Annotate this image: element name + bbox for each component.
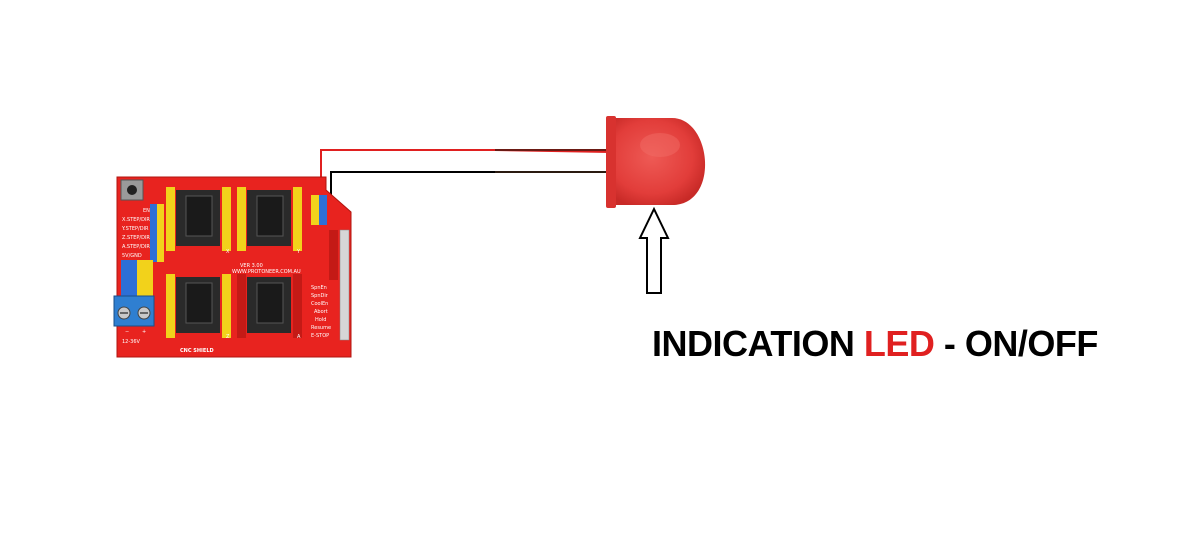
- axis-a-label: A: [297, 334, 301, 340]
- axis-labels: X Y Z A: [226, 249, 301, 340]
- axis-y-label: Y: [296, 249, 301, 255]
- board-name: CNC SHIELD: [180, 348, 214, 354]
- label-hold: Hold: [315, 317, 326, 323]
- led-icon: [606, 116, 706, 208]
- power-terminal-block: − + 12-36V: [113, 295, 155, 345]
- label-5v-gnd: 5V/GND: [122, 253, 142, 259]
- up-arrow-outline-icon: [638, 206, 670, 294]
- board-site: WWW.PROTONEER.COM.AU: [232, 269, 301, 275]
- power-voltage-label: 12-36V: [122, 339, 141, 345]
- caption-part-1: INDICATION: [652, 323, 864, 364]
- positive-wire: [320, 149, 611, 205]
- board-version: VER 3.00: [240, 263, 263, 269]
- label-coolen: CoolEn: [311, 301, 328, 307]
- cnc-shield-board: EN/GND X.STEP/DIR Y.STEP/DIR Z.STEP/DIR …: [113, 176, 352, 358]
- label-a-step-dir: A.STEP/DIR: [122, 244, 150, 250]
- label-spndir: SpnDir: [311, 293, 329, 299]
- label-estop: E-STOP: [311, 333, 329, 339]
- right-pin-labels: SpnEn SpnDir CoolEn Abort Hold Resume E-…: [311, 285, 331, 339]
- terminal-plus-label: +: [142, 329, 146, 335]
- label-y-step-dir: Y.STEP/DIR: [121, 226, 149, 232]
- reset-button: [120, 179, 144, 201]
- label-spnen: SpnEn: [311, 285, 327, 291]
- label-z-step-dir: Z.STEP/DIR: [122, 235, 150, 241]
- left-headers: [121, 204, 164, 298]
- label-abort: Abort: [314, 309, 328, 315]
- stepper-driver-sockets: [166, 187, 302, 338]
- axis-x-label: X: [226, 249, 230, 255]
- caption-led-word: LED: [863, 323, 935, 364]
- terminal-minus-label: −: [125, 329, 129, 335]
- caption-part-3: - ON/OFF: [934, 323, 1098, 364]
- label-resume: Resume: [311, 325, 331, 331]
- label-x-step-dir: X.STEP/DIR: [122, 217, 150, 223]
- wires: [320, 149, 611, 210]
- indication-led-caption: INDICATION LED - ON/OFF: [652, 323, 1098, 365]
- right-headers: [311, 195, 350, 341]
- negative-wire: [330, 171, 610, 210]
- axis-z-label: Z: [226, 334, 230, 340]
